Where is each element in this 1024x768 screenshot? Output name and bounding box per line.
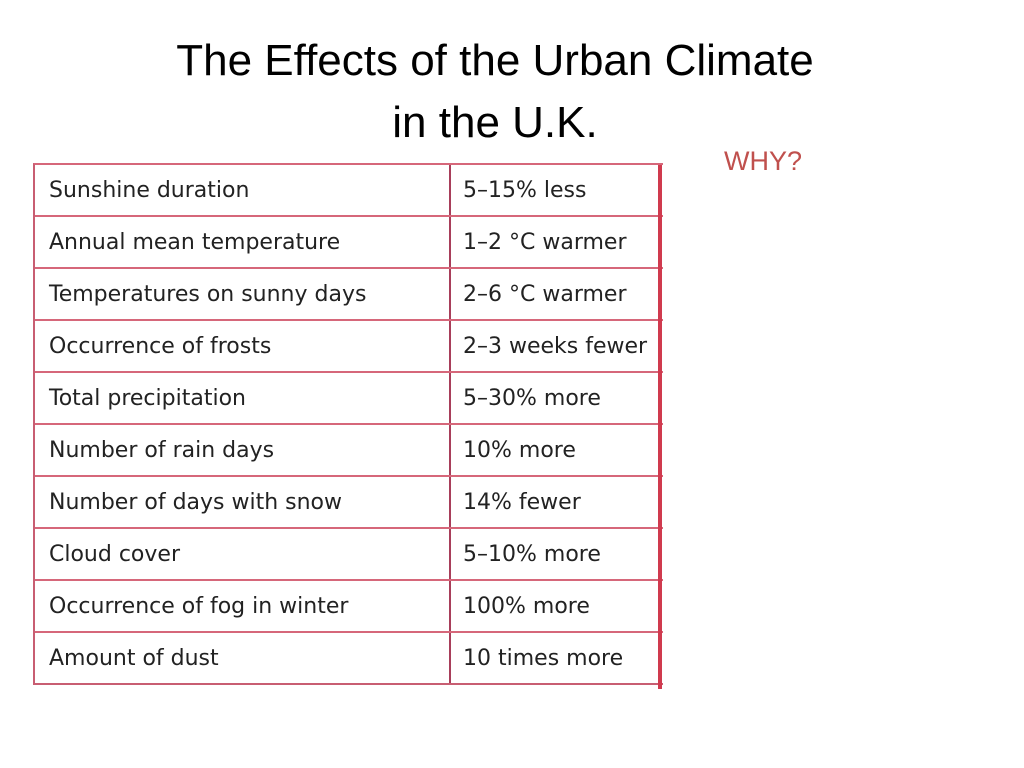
table-row: Occurrence of frosts 2–3 weeks fewer xyxy=(35,321,663,373)
effect-cell: 10% more xyxy=(463,437,576,463)
effect-cell: 100% more xyxy=(463,593,590,619)
property-cell: Number of rain days xyxy=(35,425,451,475)
property-cell: Cloud cover xyxy=(35,529,451,579)
table-row: Sunshine duration 5–15% less xyxy=(35,165,663,217)
table-body: Sunshine duration 5–15% less Annual mean… xyxy=(33,163,663,685)
effect-cell: 5–30% more xyxy=(463,385,601,411)
property-cell: Amount of dust xyxy=(35,633,451,683)
why-note: WHY? xyxy=(724,146,803,176)
property-cell: Temperatures on sunny days xyxy=(35,269,451,319)
effect-cell: 5–10% more xyxy=(463,541,601,567)
property-cell: Sunshine duration xyxy=(35,165,451,215)
effect-cell: 14% fewer xyxy=(463,489,581,515)
property-cell: Occurrence of frosts xyxy=(35,321,451,371)
effect-cell: 10 times more xyxy=(463,645,624,671)
table-row: Number of rain days 10% more xyxy=(35,425,663,477)
table-row: Temperatures on sunny days 2–6 °C warmer xyxy=(35,269,663,321)
table-row: Number of days with snow 14% fewer xyxy=(35,477,663,529)
effect-cell: 5–15% less xyxy=(463,177,587,203)
property-cell: Number of days with snow xyxy=(35,477,451,527)
slide-title-line-2: in the U.K. xyxy=(392,98,598,147)
table-row: Occurrence of fog in winter 100% more xyxy=(35,581,663,633)
slide-title: The Effects of the Urban Climate in the … xyxy=(80,30,910,154)
property-cell: Total precipitation xyxy=(35,373,451,423)
slide-title-line-1: The Effects of the Urban Climate xyxy=(176,36,814,85)
table-right-edge-divider xyxy=(658,165,662,689)
effect-cell: 2–3 weeks fewer xyxy=(463,333,648,359)
table-row: Amount of dust 10 times more xyxy=(35,633,663,685)
property-cell: Annual mean temperature xyxy=(35,217,451,267)
table-row: Annual mean temperature 1–2 °C warmer xyxy=(35,217,663,269)
effect-cell: 2–6 °C warmer xyxy=(463,281,627,307)
table-row: Total precipitation 5–30% more xyxy=(35,373,663,425)
effect-cell: 1–2 °C warmer xyxy=(463,229,627,255)
table-row: Cloud cover 5–10% more xyxy=(35,529,663,581)
urban-climate-table: Sunshine duration 5–15% less Annual mean… xyxy=(33,163,663,687)
property-cell: Occurrence of fog in winter xyxy=(35,581,451,631)
